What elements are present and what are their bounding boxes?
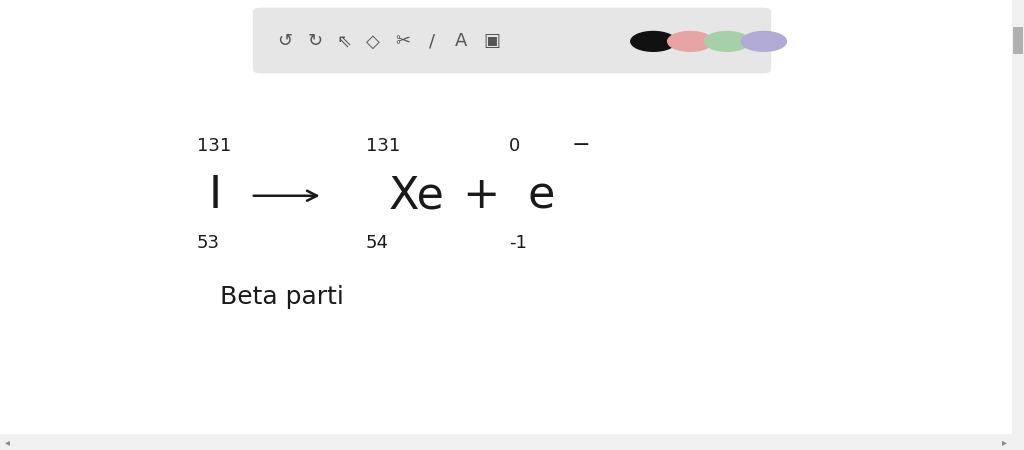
- Bar: [1013, 27, 1023, 54]
- Bar: [1012, 0, 1024, 450]
- Text: ↺: ↺: [278, 32, 292, 50]
- Circle shape: [631, 32, 676, 51]
- Circle shape: [668, 32, 713, 51]
- Text: Xe: Xe: [389, 174, 445, 217]
- Text: -1: -1: [509, 234, 526, 252]
- Text: I: I: [209, 174, 221, 217]
- Text: +: +: [463, 174, 500, 217]
- Text: e: e: [527, 174, 555, 217]
- Text: ⇖: ⇖: [337, 32, 351, 50]
- Text: ▸: ▸: [1001, 437, 1007, 447]
- Text: 53: 53: [197, 234, 219, 252]
- Text: Beta parti: Beta parti: [220, 285, 344, 309]
- Text: 131: 131: [366, 137, 399, 155]
- Bar: [0, 434, 1024, 450]
- Circle shape: [705, 32, 750, 51]
- Text: ↻: ↻: [308, 32, 323, 50]
- Text: /: /: [429, 32, 435, 50]
- Circle shape: [741, 32, 786, 51]
- Text: 0: 0: [509, 137, 520, 155]
- FancyBboxPatch shape: [253, 8, 771, 73]
- Text: ✂: ✂: [395, 32, 410, 50]
- Text: A: A: [455, 32, 467, 50]
- Text: −: −: [571, 135, 590, 155]
- Text: 131: 131: [197, 137, 230, 155]
- Text: ▣: ▣: [483, 32, 500, 50]
- Text: ◂: ◂: [5, 437, 10, 447]
- Text: ◇: ◇: [366, 32, 380, 50]
- Text: 54: 54: [366, 234, 388, 252]
